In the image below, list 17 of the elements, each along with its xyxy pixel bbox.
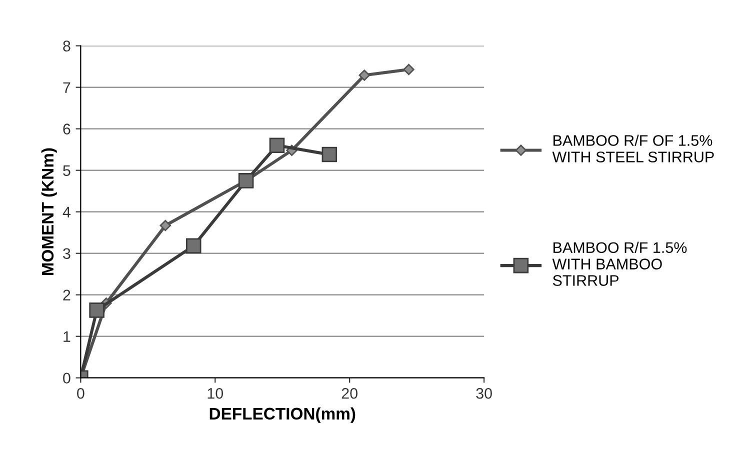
y-tick-label: 7 <box>63 82 70 93</box>
legend-label: BAMBOO R/F 1.5% WITH BAMBOO STIRRUP <box>552 242 687 286</box>
y-tick-label: 0 <box>63 372 70 384</box>
x-tick-label: 30 <box>476 388 492 399</box>
y-tick-label: 6 <box>63 124 70 134</box>
y-tick-label: 8 <box>63 40 70 52</box>
x-tick-label: 10 <box>208 388 224 399</box>
y-tick-label: 5 <box>63 165 70 176</box>
x-tick-label: 20 <box>342 388 358 399</box>
y-tick-label: 3 <box>63 248 70 260</box>
y-axis-title: MOMENT (KNm) <box>41 148 57 276</box>
y-tick-label: 2 <box>63 290 70 300</box>
legend-label: BAMBOO R/F OF 1.5% WITH STEEL STIRRUP <box>552 134 714 162</box>
x-tick-label: 0 <box>77 388 84 399</box>
y-tick-label: 4 <box>62 206 71 218</box>
y-tick-label: 1 <box>64 331 70 342</box>
x-axis-title: DEFLECTION(mm) <box>210 407 356 423</box>
